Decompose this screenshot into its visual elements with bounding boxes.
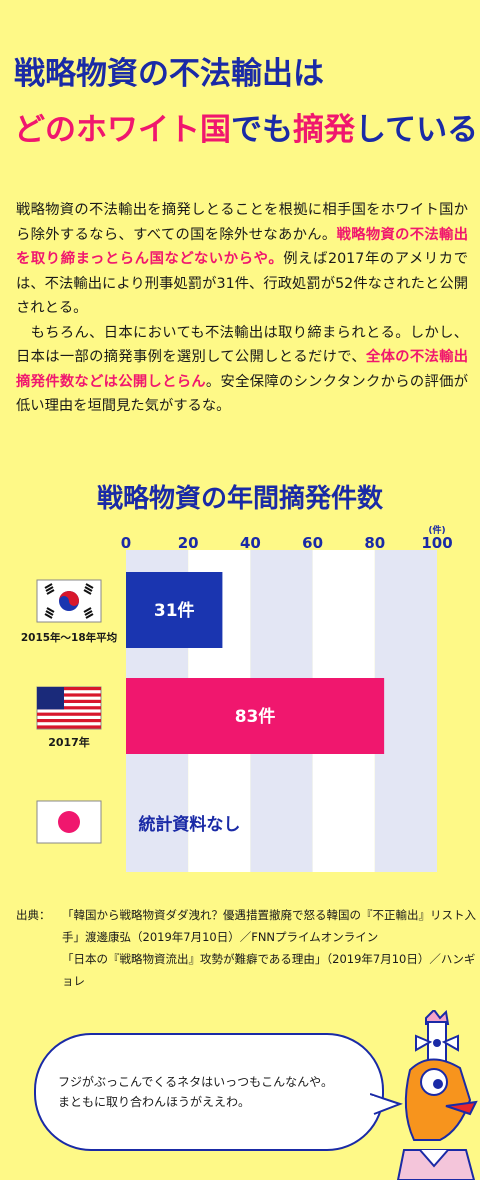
data-label: 83件 (235, 706, 276, 727)
category-label: 2017年 (48, 735, 90, 749)
data-label: 統計資料なし (138, 814, 240, 835)
japan-flag-icon (36, 800, 102, 844)
paragraph-2: もちろん、日本においても不法輸出は取り締まられとる。しかし、日本は一部の摘発事例… (16, 321, 468, 419)
unit-label: (件) (428, 524, 445, 536)
title-part: している (355, 112, 479, 148)
title-part: でも (231, 112, 293, 148)
title-part: どの (14, 112, 76, 148)
bubble-line: まともに取り合わんほうがええわ。 (58, 1095, 251, 1109)
bubble-line: フジがぶっこんでくるネタはいっつもこんなんや。 (58, 1075, 334, 1089)
paragraph-1: 戦略物資の不法輸出を摘発しとることを根拠に相手国をホワイト国から除外するなら、す… (16, 198, 468, 321)
tick-labels: 0 20 40 60 80 100 (121, 534, 453, 552)
grid-band (374, 550, 437, 872)
source-line: 「日本の『戦略物資流出』攻勢が難癖である理由」（2019年7月10日）／ハンギョ… (62, 952, 476, 988)
text: 戦略物資の不法輸出を摘発しとることを根拠に相手国をホワイト国から除外するなら、す… (16, 202, 468, 243)
source-notes: 出典： 「韓国から戦略物資ダダ洩れ？優遇措置撤廃で怒る韓国の『不正輸出』リスト入… (16, 904, 476, 992)
highlight-text: 戦略物資の不法輸出を取り締まっとらん国などないからや。 (16, 226, 468, 268)
mascot-character-icon (396, 1010, 478, 1180)
highlight-text: 全体の不法輸出摘発件数などは公開しとらん (16, 349, 469, 390)
bar (126, 678, 385, 754)
tick-label: 0 (121, 534, 131, 552)
south-korea-flag-icon (36, 579, 102, 623)
category-label: 2015年〜18年平均 (21, 631, 117, 644)
title-part: ホワイト国 (76, 112, 231, 148)
source-line: 「韓国から戦略物資ダダ洩れ？優遇措置撤廃で怒る韓国の『不正輸出』リスト入手」渡邊… (62, 908, 476, 944)
speech-bubble-tail (370, 1093, 403, 1115)
speech-bubble (34, 1033, 384, 1151)
body-text: 戦略物資の不法輸出を摘発しとることを根拠に相手国をホワイト国から除外するなら、す… (16, 198, 468, 419)
speech-bubble-text: フジがぶっこんでくるネタはいっつもこんなんや。 まともに取り合わんほうがええわ。 (58, 1072, 333, 1112)
page-title-line1: 戦略物資の不法輸出は (14, 56, 324, 92)
data-label: 31件 (154, 600, 195, 621)
text: もちろん、日本においても不法輸出は取り締まられとる。しかし、日本は一部の摘発事例… (16, 324, 469, 366)
source-label: 出典： (16, 908, 51, 922)
tick-label: 20 (178, 534, 199, 552)
page-title-line2: どのホワイト国でも摘発している (14, 104, 478, 149)
usa-flag-icon (36, 686, 102, 730)
text: 。安全保障のシンクタンクからの評価が低い理由を垣間見た気がするな。 (16, 373, 468, 415)
text: 例えば2017年のアメリカでは、不法輸出により刑事処罰が31件、行政処罰が52件… (16, 251, 468, 316)
title-part: 摘発 (293, 112, 355, 148)
tick-label: 40 (240, 534, 261, 552)
tick-label: 80 (364, 534, 385, 552)
chart-title: 戦略物資の年間摘発件数 (96, 484, 383, 514)
bar (126, 572, 223, 648)
tick-label: 60 (302, 534, 323, 552)
source-lines: 「韓国から戦略物資ダダ洩れ？優遇措置撤廃で怒る韓国の『不正輸出』リスト入手」渡邊… (62, 904, 476, 992)
tick-label: 100 (421, 534, 452, 552)
